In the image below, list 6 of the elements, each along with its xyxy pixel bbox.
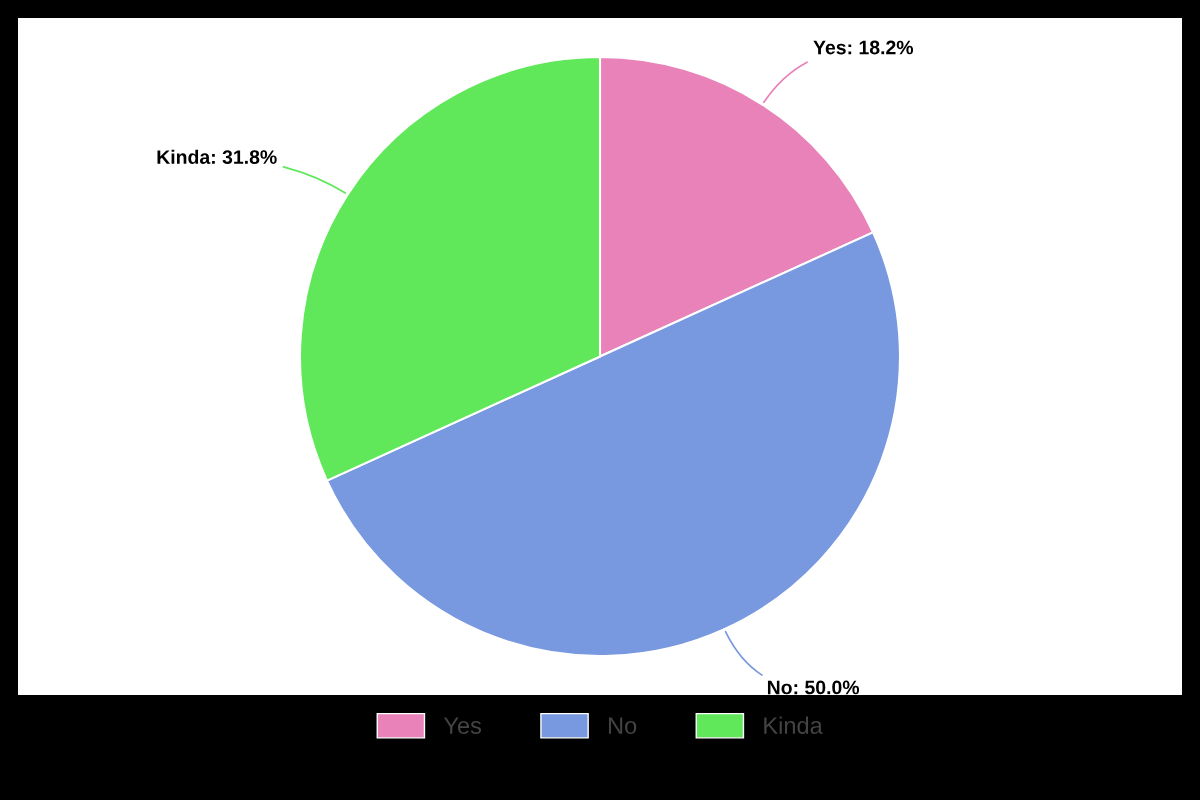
data-label: Kinda: 31.8% — [157, 149, 277, 164]
legend-label: Yes — [443, 717, 482, 734]
data-label: Yes: 18.2% — [813, 40, 914, 55]
legend-label: Kinda — [764, 716, 823, 734]
data-label: No: 50.0% — [767, 680, 860, 695]
legend-label: No — [608, 717, 637, 734]
